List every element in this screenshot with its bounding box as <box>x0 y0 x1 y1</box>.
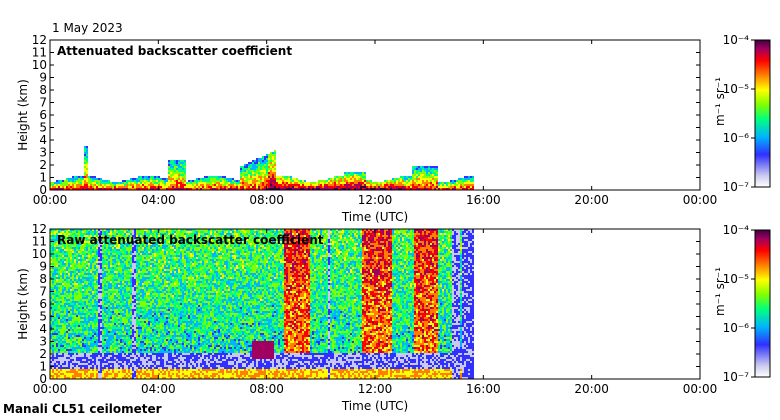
y-tick-label: 9 <box>39 71 47 85</box>
colorbar-tick-label: 10⁻⁴ <box>723 33 750 47</box>
heatmap-cells <box>50 229 474 379</box>
y-tick-label: 3 <box>39 146 47 160</box>
y-tick-label: 12 <box>32 222 47 236</box>
y-tick-label: 8 <box>39 272 47 286</box>
colorbar-tick-label: 10⁻⁴ <box>723 223 750 237</box>
x-tick-label: 08:00 <box>249 382 284 396</box>
x-axis-label: Time (UTC) <box>341 399 408 413</box>
x-tick-label: 16:00 <box>466 382 501 396</box>
colorbar-tick-label: 10⁻⁶ <box>723 131 750 145</box>
y-axis-label: Height (km) <box>16 79 30 150</box>
y-axis-label: Height (km) <box>16 268 30 339</box>
y-tick-label: 8 <box>39 83 47 97</box>
y-tick-label: 10 <box>32 58 47 72</box>
x-tick-label: 12:00 <box>358 193 393 207</box>
y-tick-label: 11 <box>32 235 47 249</box>
y-tick-label: 2 <box>39 158 47 172</box>
colorbar-tick-label: 10⁻⁶ <box>723 321 750 335</box>
colorbar-label: m⁻¹ sr⁻¹ <box>713 77 727 126</box>
y-tick-label: 7 <box>39 285 47 299</box>
date-label: 1 May 2023 <box>52 21 123 35</box>
y-tick-label: 6 <box>39 297 47 311</box>
x-tick-label: 04:00 <box>141 382 176 396</box>
colorbar: 10⁻⁷10⁻⁶10⁻⁵10⁻⁴m⁻¹ sr⁻¹ <box>713 223 770 384</box>
panel-2: Raw attenuated backscatter coefficient01… <box>16 222 770 413</box>
y-tick-label: 6 <box>39 108 47 122</box>
y-tick-label: 5 <box>39 310 47 324</box>
y-tick-label: 12 <box>32 33 47 47</box>
x-axis-label: Time (UTC) <box>341 210 408 224</box>
y-tick-label: 10 <box>32 247 47 261</box>
y-tick-label: 7 <box>39 96 47 110</box>
y-tick-label: 11 <box>32 46 47 60</box>
x-tick-label: 04:00 <box>141 193 176 207</box>
panel-title: Attenuated backscatter coefficient <box>57 44 292 58</box>
x-tick-label: 00:00 <box>33 193 68 207</box>
y-tick-label: 4 <box>39 133 47 147</box>
footer-label: Manali CL51 ceilometer <box>3 402 162 416</box>
x-tick-label: 16:00 <box>466 193 501 207</box>
y-tick-label: 1 <box>39 171 47 185</box>
colorbar-tick-label: 10⁻⁷ <box>723 370 750 384</box>
x-tick-label: 00:00 <box>683 382 718 396</box>
x-tick-label: 00:00 <box>33 382 68 396</box>
y-tick-label: 3 <box>39 335 47 349</box>
colorbar: 10⁻⁷10⁻⁶10⁻⁵10⁻⁴m⁻¹ sr⁻¹ <box>713 33 770 194</box>
x-tick-label: 00:00 <box>683 193 718 207</box>
x-tick-label: 08:00 <box>249 193 284 207</box>
colorbar-label: m⁻¹ sr⁻¹ <box>713 267 727 316</box>
y-tick-label: 9 <box>39 260 47 274</box>
plot-area <box>50 40 700 190</box>
y-tick-label: 5 <box>39 121 47 135</box>
y-tick-label: 2 <box>39 347 47 361</box>
x-tick-label: 20:00 <box>574 193 609 207</box>
colorbar-gradient <box>755 230 770 377</box>
panel-title: Raw attenuated backscatter coefficient <box>57 233 324 247</box>
x-tick-label: 12:00 <box>358 382 393 396</box>
y-tick-label: 1 <box>39 360 47 374</box>
panel-1: Attenuated backscatter coefficient012345… <box>16 33 770 224</box>
x-tick-label: 20:00 <box>574 382 609 396</box>
colorbar-tick-label: 10⁻⁷ <box>723 180 750 194</box>
y-tick-label: 4 <box>39 322 47 336</box>
colorbar-gradient <box>755 40 770 187</box>
